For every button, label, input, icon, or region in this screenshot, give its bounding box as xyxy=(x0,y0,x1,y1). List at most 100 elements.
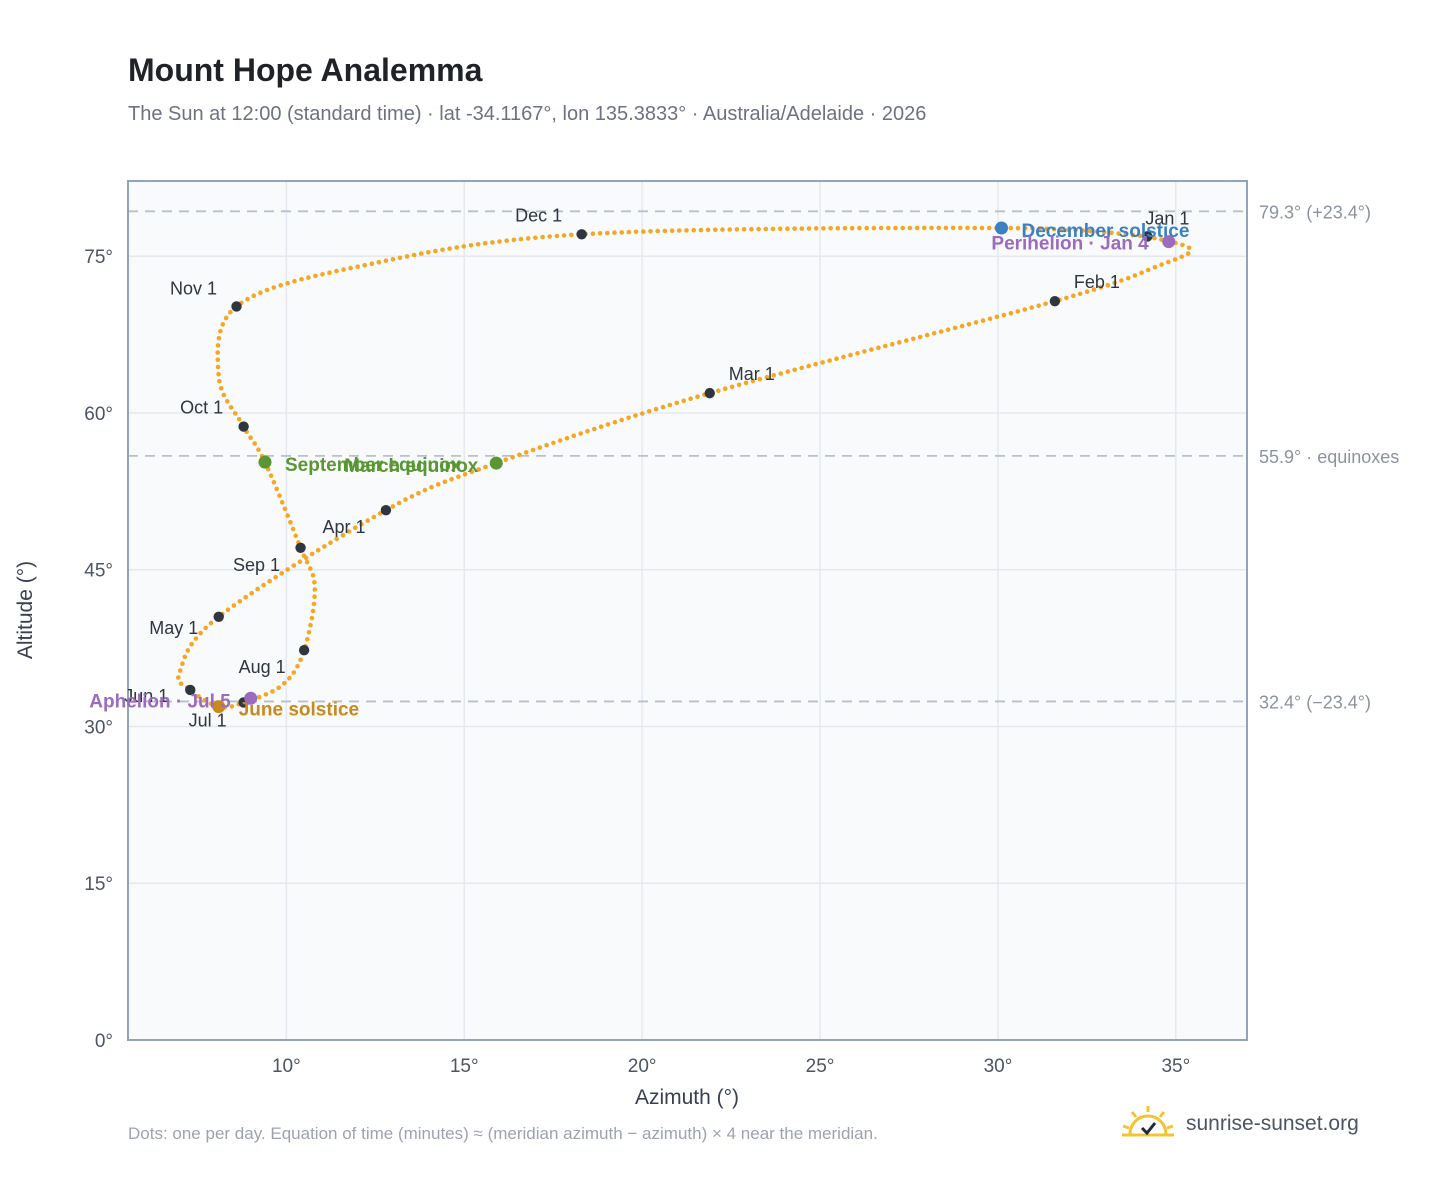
daily-dot xyxy=(835,226,841,231)
daily-dot xyxy=(973,320,979,325)
x-tick-label: 15° xyxy=(450,1056,479,1077)
daily-dot xyxy=(517,452,522,458)
daily-dot xyxy=(196,694,201,699)
daily-dot xyxy=(180,661,185,666)
daily-dot xyxy=(468,243,474,248)
daily-dot xyxy=(383,258,389,264)
daily-dot xyxy=(674,400,680,406)
month-marker xyxy=(213,611,224,622)
daily-dot xyxy=(931,331,937,336)
daily-dot xyxy=(727,227,732,232)
x-axis-ticks: 10° 15° 20° 25° 30° 35° xyxy=(272,1056,1190,1077)
chart-subtitle: The Sun at 12:00 (standard time) · lat -… xyxy=(128,103,927,125)
daily-dot xyxy=(929,225,934,231)
daily-dot xyxy=(770,226,776,232)
daily-dot xyxy=(785,369,791,374)
daily-dot xyxy=(510,455,515,460)
daily-dot xyxy=(232,411,238,416)
daily-dot xyxy=(641,229,646,234)
daily-dot xyxy=(1051,226,1057,232)
daily-dot xyxy=(557,438,563,443)
daily-dot xyxy=(504,238,510,243)
daily-dot xyxy=(1044,226,1050,232)
daily-dot xyxy=(256,694,262,700)
daily-dot xyxy=(202,698,207,703)
y-tick-label: 15° xyxy=(84,874,113,895)
daily-dot xyxy=(834,356,839,362)
brand-name: sunrise-sunset.org xyxy=(1186,1112,1359,1135)
daily-dot xyxy=(1145,267,1151,273)
daily-dot xyxy=(182,654,188,660)
daily-dot xyxy=(736,382,742,388)
daily-dot xyxy=(1159,262,1164,267)
daily-dot xyxy=(346,529,352,534)
daily-dot xyxy=(341,267,346,272)
month-marker-label: Feb 1 xyxy=(1074,272,1120,292)
daily-dot xyxy=(869,347,874,352)
daily-dot xyxy=(268,473,274,479)
event-marker xyxy=(244,691,258,705)
month-marker xyxy=(380,504,392,516)
daily-dot xyxy=(855,351,860,356)
daily-dot xyxy=(571,433,577,439)
daily-dot xyxy=(525,236,531,241)
x-tick-label: 20° xyxy=(628,1056,657,1077)
daily-dot xyxy=(806,226,812,231)
daily-dot xyxy=(778,371,784,376)
daily-dot xyxy=(1091,287,1097,292)
daily-dot xyxy=(304,559,310,565)
daily-dot xyxy=(578,431,583,436)
daily-dot xyxy=(328,540,333,545)
x-tick-label: 35° xyxy=(1161,1056,1190,1077)
daily-dot xyxy=(771,373,777,378)
daily-dot xyxy=(176,675,181,680)
brand[interactable]: sunrise-sunset.org xyxy=(1120,1102,1359,1146)
month-marker-label: Aug 1 xyxy=(239,657,286,677)
daily-dot xyxy=(433,248,438,254)
daily-dot xyxy=(208,620,214,626)
daily-dot xyxy=(691,227,696,233)
daily-dot xyxy=(681,398,686,404)
daily-dot xyxy=(862,349,867,354)
x-tick-label: 30° xyxy=(984,1056,1013,1077)
daily-dot xyxy=(958,225,963,231)
daily-dot xyxy=(282,506,288,512)
daily-dot xyxy=(267,578,272,584)
daily-dot xyxy=(189,641,194,647)
daily-dot xyxy=(215,357,221,363)
daily-dot xyxy=(698,227,704,233)
daily-dot xyxy=(218,386,224,391)
month-marker-label: Jun 1 xyxy=(124,686,168,706)
daily-dot xyxy=(893,225,898,231)
daily-dot xyxy=(223,315,229,321)
daily-dot xyxy=(1084,289,1090,295)
daily-dot xyxy=(1132,273,1138,278)
daily-dot xyxy=(987,316,993,322)
daily-dot xyxy=(365,518,371,523)
daily-dot xyxy=(890,341,895,347)
daily-dot xyxy=(1058,227,1064,232)
plot-area xyxy=(128,181,1247,1040)
daily-dot xyxy=(646,409,652,414)
month-marker-label: Mar 1 xyxy=(729,364,775,384)
daily-dot xyxy=(792,226,797,231)
daily-dot xyxy=(1119,278,1124,283)
daily-dot xyxy=(1137,233,1143,239)
daily-dot xyxy=(442,479,448,485)
daily-dot xyxy=(883,343,888,349)
y-axis-ticks: 0° 15° 30° 45° 60° 75° xyxy=(84,247,113,1052)
daily-dot xyxy=(1077,291,1083,297)
daily-dot xyxy=(1071,293,1076,299)
month-marker-label: Jan 1 xyxy=(1145,208,1189,228)
daily-dot xyxy=(290,526,296,532)
daily-dot xyxy=(278,283,284,288)
event-label: March equinox xyxy=(344,456,479,477)
daily-dot xyxy=(225,607,231,612)
month-marker xyxy=(185,684,196,696)
daily-dot xyxy=(216,335,222,341)
daily-dot xyxy=(208,701,214,706)
daily-dot xyxy=(592,426,597,432)
daily-dot xyxy=(511,237,517,243)
daily-dot xyxy=(1015,309,1021,314)
daily-dot xyxy=(404,254,410,259)
